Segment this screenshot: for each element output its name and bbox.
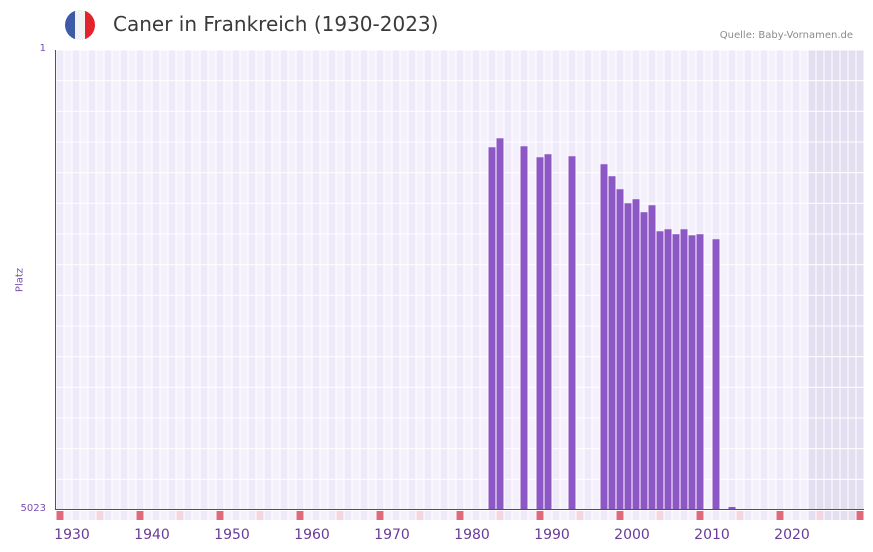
- bar-2001[interactable]: [640, 212, 648, 510]
- x-axis-line: [55, 509, 864, 510]
- chart-title: Caner in Frankreich (1930-2023): [113, 12, 439, 36]
- bar-1999[interactable]: [624, 203, 632, 510]
- bar-2007[interactable]: [688, 235, 696, 510]
- bar-2006[interactable]: [680, 229, 688, 510]
- bar-1997[interactable]: [608, 176, 616, 510]
- source-credit: Quelle: Baby-Vornamen.de: [719, 30, 853, 41]
- bar-2012[interactable]: [728, 506, 736, 510]
- y-tick-top: 1: [39, 43, 46, 54]
- x-tick-1940: 1940: [134, 527, 170, 543]
- bar-1986[interactable]: [520, 146, 528, 510]
- bar-1998[interactable]: [616, 189, 624, 510]
- bar-1982[interactable]: [488, 147, 496, 510]
- x-tick-1970: 1970: [374, 527, 410, 543]
- x-tick-1950: 1950: [214, 527, 250, 543]
- bar-1992[interactable]: [568, 156, 576, 510]
- x-tick-2010: 2010: [694, 527, 730, 543]
- bar-2002[interactable]: [648, 205, 656, 510]
- bar-2000[interactable]: [632, 199, 640, 510]
- bar-2010[interactable]: [712, 239, 720, 510]
- bar-1988[interactable]: [536, 157, 544, 510]
- flag-blue: [65, 10, 75, 40]
- bar-2004[interactable]: [664, 229, 672, 510]
- bar-2003[interactable]: [656, 231, 664, 510]
- plot-area: [56, 50, 864, 510]
- x-tick-2020: 2020: [774, 527, 810, 543]
- y-axis-line: [55, 50, 56, 510]
- x-tick-1960: 1960: [294, 527, 330, 543]
- bar-2005[interactable]: [672, 234, 680, 510]
- x-tick-1980: 1980: [454, 527, 490, 543]
- x-tick-1990: 1990: [534, 527, 570, 543]
- bar-1983[interactable]: [496, 138, 504, 510]
- bar-2008[interactable]: [696, 234, 704, 510]
- flag-red: [85, 10, 95, 40]
- y-tick-bottom: 5023: [20, 503, 46, 514]
- year-marker-strip: [56, 511, 864, 520]
- x-tick-2000: 2000: [614, 527, 650, 543]
- flag-white: [75, 10, 85, 40]
- france-flag-icon: [65, 10, 95, 40]
- bar-1989[interactable]: [544, 154, 552, 510]
- x-tick-1930: 1930: [54, 527, 90, 543]
- y-axis-label: Platz: [14, 267, 26, 293]
- bar-1996[interactable]: [600, 164, 608, 510]
